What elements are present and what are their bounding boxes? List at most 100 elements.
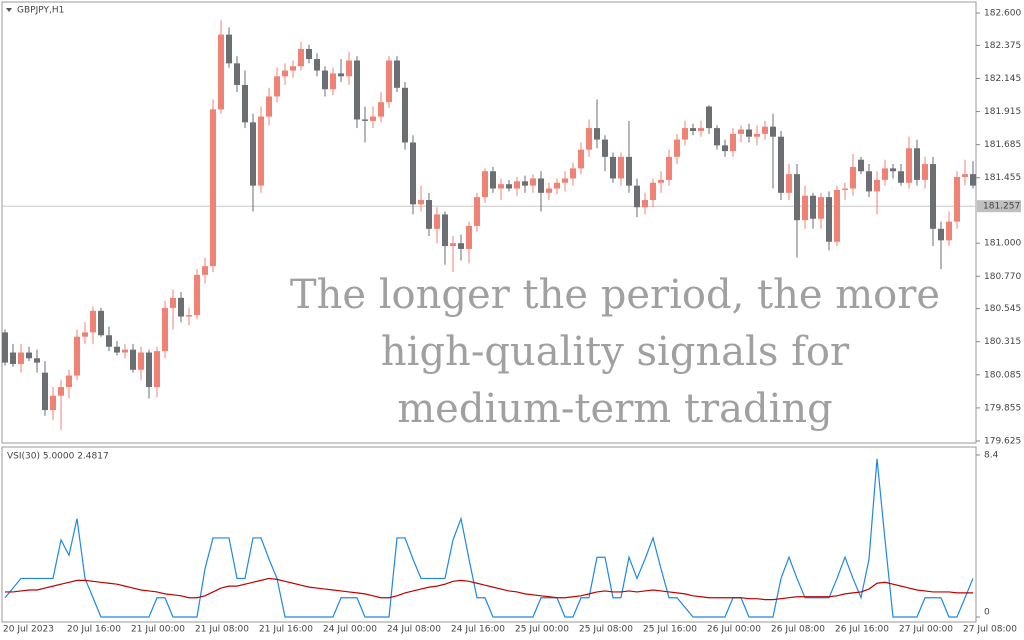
candle-body xyxy=(402,87,408,143)
indicator-line xyxy=(4,458,974,618)
candle-body xyxy=(874,179,880,192)
y-tick-label: 180.770 xyxy=(984,272,1021,282)
candle-body xyxy=(594,128,600,140)
candle-body xyxy=(642,200,648,208)
candle-body xyxy=(306,48,312,60)
candle-body xyxy=(842,188,848,190)
overlay-text: high-quality signals for xyxy=(381,329,850,375)
x-tick-label: 24 Jul 08:00 xyxy=(387,625,441,635)
candle-body xyxy=(178,297,184,317)
y-tick-label: 182.600 xyxy=(984,9,1021,19)
price-tag-label: 181.257 xyxy=(983,202,1020,212)
candle-body xyxy=(658,179,664,183)
candle-body xyxy=(850,166,856,189)
x-tick-label: 24 Jul 16:00 xyxy=(451,625,505,635)
y-tick-label: 182.145 xyxy=(984,74,1021,84)
y-tick-label: 179.855 xyxy=(984,403,1021,413)
candle-body xyxy=(762,126,768,134)
candle-body xyxy=(162,307,168,352)
symbol-title: GBPJPY,H1 xyxy=(17,6,64,16)
y-tick-label: 0 xyxy=(984,608,990,618)
candle-body xyxy=(930,164,936,229)
x-tick-label: 27 Jul 00:00 xyxy=(899,625,953,635)
candle-body xyxy=(106,335,112,347)
candle-body xyxy=(386,60,392,103)
menu-arrow[interactable] xyxy=(6,8,12,12)
candle-body xyxy=(946,221,952,241)
candle-body xyxy=(490,171,496,189)
candle-body xyxy=(322,70,328,90)
candle-body xyxy=(722,145,728,152)
candle-body xyxy=(18,352,24,365)
candle-body xyxy=(810,195,816,219)
candle-body xyxy=(226,34,232,64)
candle-body xyxy=(330,73,336,90)
x-tick-label: 27 Jul 08:00 xyxy=(963,625,1017,635)
indicator-line xyxy=(5,577,973,601)
candle-body xyxy=(578,149,584,169)
y-tick-label: 181.685 xyxy=(984,140,1021,150)
y-tick-label: 181.455 xyxy=(984,173,1021,183)
candle-body xyxy=(922,164,928,180)
y-tick-label: 181.915 xyxy=(984,107,1021,117)
candle-body xyxy=(42,372,48,411)
candle-body xyxy=(434,214,440,229)
candle-body xyxy=(786,174,792,193)
candle-body xyxy=(258,116,264,186)
candle-body xyxy=(394,60,400,88)
candle-body xyxy=(346,60,352,77)
candle-body xyxy=(282,70,288,77)
candle-body xyxy=(194,274,200,316)
candle-body xyxy=(866,171,872,192)
candle-body xyxy=(506,184,512,189)
candle-body xyxy=(730,133,736,152)
candle-body xyxy=(802,195,808,221)
candle-body xyxy=(354,60,360,120)
candle-body xyxy=(738,129,744,134)
candle-body xyxy=(218,34,224,110)
candle-body xyxy=(618,156,624,179)
x-tick-label: 26 Jul 08:00 xyxy=(771,625,825,635)
candle-body xyxy=(714,128,720,146)
candle-body xyxy=(202,266,208,275)
candle-body xyxy=(10,352,16,365)
candle-body xyxy=(954,177,960,222)
candle-body xyxy=(682,128,688,140)
candle-body xyxy=(82,332,88,337)
x-tick-label: 26 Jul 00:00 xyxy=(707,625,761,635)
candle-body xyxy=(210,109,216,267)
candle-body xyxy=(122,349,128,353)
candle-body xyxy=(746,129,752,137)
candle-body xyxy=(242,84,248,123)
candle-body xyxy=(610,156,616,179)
candle-body xyxy=(586,128,592,150)
candle-body xyxy=(370,116,376,121)
candle-body xyxy=(794,174,800,221)
candle-body xyxy=(834,189,840,242)
candle-body xyxy=(50,395,56,411)
candle-body xyxy=(146,352,152,388)
candle-body xyxy=(170,297,176,308)
candle-body xyxy=(858,159,864,172)
y-tick-label: 180.085 xyxy=(984,370,1021,380)
indicator-title: VSI(30) 5.0000 2.4817 xyxy=(7,452,109,462)
candle-body xyxy=(482,171,488,198)
overlay-text: The longer the period, the more xyxy=(290,272,940,318)
candle-body xyxy=(826,197,832,242)
candle-body xyxy=(298,48,304,67)
candle-body xyxy=(906,148,912,183)
candle-body xyxy=(778,136,784,193)
y-tick-label: 182.375 xyxy=(984,41,1021,51)
candle-body xyxy=(898,171,904,183)
candle-body xyxy=(546,188,552,193)
candle-body xyxy=(26,352,32,359)
candle-body xyxy=(554,182,560,189)
candle-body xyxy=(186,315,192,317)
candle-body xyxy=(962,174,968,178)
candle-body xyxy=(58,387,64,396)
candle-body xyxy=(362,119,368,121)
candle-body xyxy=(338,73,344,77)
candle-body xyxy=(410,142,416,205)
candle-body xyxy=(938,228,944,241)
indicator-pane xyxy=(1,446,977,623)
